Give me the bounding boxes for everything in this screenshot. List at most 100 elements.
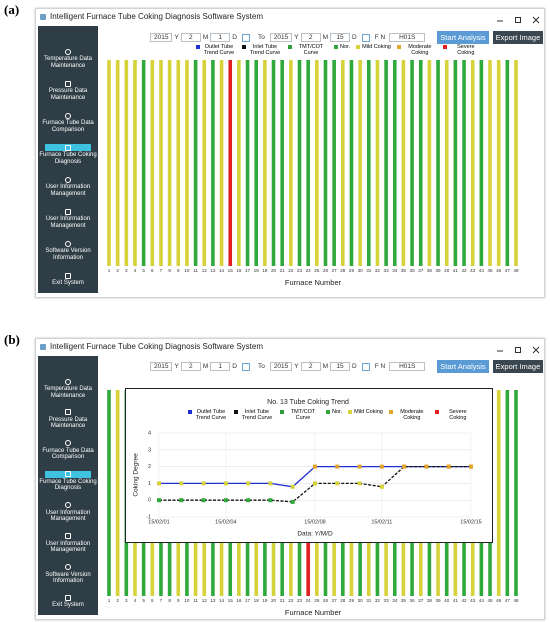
tube-label: 22 [288,268,294,273]
maximize-button[interactable] [514,11,522,23]
tube-bar [167,60,172,266]
tube-label: 48 [513,268,519,273]
menu-item[interactable]: User Information Management [38,533,98,554]
x-tick-label: 15/02/04 [215,519,236,525]
sidebar: Temperature Data Maintenance Pressure Dat… [38,26,98,293]
tube-bar [488,60,492,266]
date-input[interactable]: 2015 [150,362,173,371]
legend-swatch [188,410,192,414]
minimize-button[interactable] [496,11,504,22]
menu-item[interactable]: Temperature Data Maintenance [38,378,98,399]
calendar-icon[interactable] [241,33,250,42]
menu-item[interactable]: User Information Management [38,176,98,197]
tube-label: 41 [453,598,459,603]
status-marker [157,481,161,486]
menu-glyph [65,378,71,385]
tube-bar [375,60,380,266]
legend-item: Inlet Tube Trend Curve [242,44,282,56]
fn-label: F N [374,34,386,41]
fn-input[interactable]: H01S [389,33,426,42]
tube-label: 39 [436,268,442,273]
calendar-icon[interactable] [241,362,250,371]
tube-label: 44 [479,598,485,603]
tube-bar [496,390,501,596]
tube-label: 41 [453,268,459,273]
date-input[interactable]: 15 [330,33,351,42]
legend-item: Severe Coking [434,409,475,421]
tube-label: 43 [470,598,476,603]
tube-label: 44 [479,268,485,273]
tube-label: 25 [314,598,320,603]
tube-bar [306,60,310,266]
menu-item[interactable]: Software Version Information [38,240,98,261]
menu-item[interactable]: Furnace Tube Coking Diagnosis [38,144,98,165]
tube-bar [185,60,189,266]
tube-label: 36 [410,598,416,603]
icon-stroke [515,17,521,23]
menu-label: User Information Management [45,540,91,554]
date-input[interactable]: 2015 [269,33,293,42]
figure-label: (b) [4,332,20,347]
tube-label: 40 [444,598,450,603]
toolbar-button[interactable]: Export Image [492,360,544,373]
tube-bar [332,60,336,266]
date-input[interactable]: 1 [210,33,231,42]
menu-item[interactable]: Furnace Tube Data Comparison [38,440,98,461]
field-unit: D [232,363,237,370]
date-input[interactable]: 2 [300,362,321,371]
menu-item[interactable]: Software Version Information [38,564,98,585]
tube-bar [427,60,432,266]
date-input[interactable]: 2 [180,362,201,371]
menu-item[interactable]: Furnace Tube Coking Diagnosis [38,470,98,492]
tube-bar [418,60,423,266]
tube-bar [150,60,155,266]
menu-item[interactable]: User Information Management [38,502,98,523]
toolbar: 2015 Y 2 M 1 D To 2015 Y 2 M 15 D F N H01S Start Analys… [150,31,544,44]
menu-icon [64,176,72,183]
tube-label: 4 [134,598,137,603]
toolbar-button[interactable]: Start Analysis [437,360,489,373]
toolbar-button[interactable]: Start Analysis [437,31,489,44]
tube-label: 25 [314,268,320,273]
app-icon [40,344,46,350]
tube-label: 11 [193,598,198,603]
tube-label: 47 [505,598,511,603]
tube-label: 31 [366,598,372,603]
menu-item[interactable]: Furnace Tube Data Comparison [38,112,98,133]
minimize-icon [497,350,503,352]
menu-item[interactable]: User Information Management [38,208,98,229]
status-marker [313,464,317,469]
minimize-button[interactable] [496,341,504,352]
close-button[interactable] [532,341,540,354]
toolbar-button[interactable]: Export Image [492,31,544,44]
menu-item[interactable]: Exit System [38,594,98,609]
tube-bar [384,60,388,266]
date-input[interactable]: 2015 [150,33,173,42]
maximize-button[interactable] [514,341,522,353]
tube-label: 30 [358,598,364,603]
menu-item[interactable]: Temperature Data Maintenance [38,48,98,69]
menu-glyph [65,176,71,183]
date-input[interactable]: 15 [330,362,351,371]
fn-input[interactable]: H01S [389,362,426,371]
field-unit: D [232,34,237,41]
menu-glyph [65,409,71,416]
legend-label: Inlet Tube Trend Curve [249,44,281,56]
date-input[interactable]: 2 [180,33,201,42]
date-input[interactable]: 2 [300,33,321,42]
status-marker [313,481,317,486]
status-marker [223,498,228,503]
tube-label: 2 [116,268,119,273]
menu-item[interactable]: Pressure Data Maintenance [38,409,98,430]
menu-item[interactable]: Exit System [38,272,98,287]
tube-label: 20 [271,598,277,603]
tube-label: 37 [418,268,424,273]
close-button[interactable] [532,11,540,24]
tube-bar [193,60,198,266]
tube-label: 12 [202,268,208,273]
date-input[interactable]: 1 [210,362,231,371]
menu-item[interactable]: Pressure Data Maintenance [38,80,98,101]
calendar-icon[interactable] [361,33,370,42]
date-input[interactable]: 2015 [269,362,293,371]
calendar-icon[interactable] [361,362,370,371]
